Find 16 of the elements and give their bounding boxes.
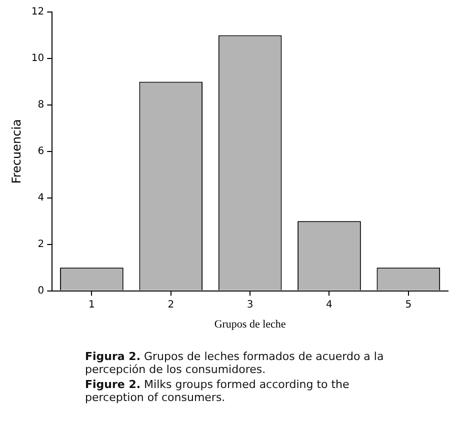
y-tick-label: 8 bbox=[38, 100, 44, 111]
y-tick-label: 4 bbox=[38, 192, 44, 204]
y-tick-label: 12 bbox=[31, 6, 44, 18]
y-tick-label: 6 bbox=[38, 146, 44, 157]
text: Figura 2. Grupos de leches formados de acuerdo a la percepción de los consumidores. bbox=[85, 350, 385, 376]
y-tick-label: 10 bbox=[31, 53, 44, 64]
y-tick-label: 2 bbox=[38, 238, 44, 250]
caption: Figure 2. Milks groups formed according to the perception of consumers. bbox=[85, 378, 350, 404]
y-tick-label: 0 bbox=[38, 285, 44, 296]
x-tick-label: 3 bbox=[246, 299, 254, 310]
y-axis-title: Frecuencia bbox=[9, 119, 24, 184]
x-axis-title: Grupos de leche bbox=[214, 318, 286, 330]
x-tick-label: 5 bbox=[405, 299, 412, 310]
x-tick-label: 1 bbox=[88, 299, 95, 310]
x-tick-label: 2 bbox=[168, 299, 174, 310]
x-tick-label: 4 bbox=[326, 299, 332, 310]
